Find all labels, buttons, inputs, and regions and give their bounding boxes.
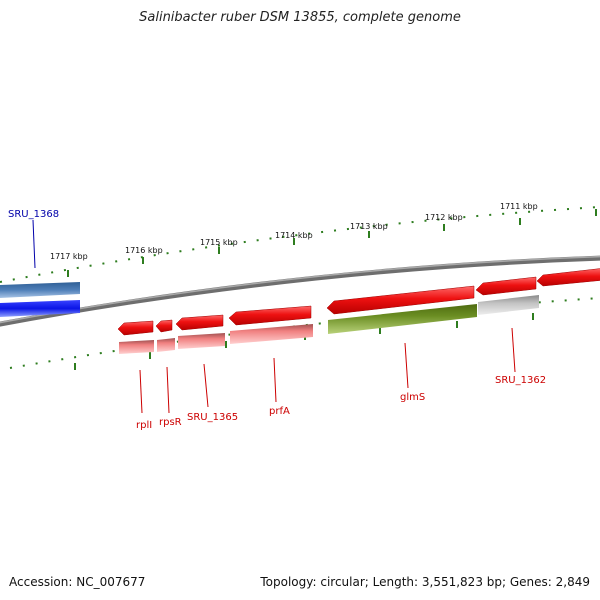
gene-label-sru-1362: SRU_1362 [495,375,546,386]
gene-sru-1362-arrow [475,276,537,296]
gene-prfA-arrow [228,305,312,326]
gene-features [119,295,539,354]
outer-tick-ring [0,206,600,283]
gene-labels: SRU_1368 rplI rpsR SRU_1365 prfA glmS SR… [8,209,546,431]
gene-label-sru-1368: SRU_1368 [8,209,59,220]
gene-glmS-arrow [326,285,475,315]
kbp-label: 1717 kbp [50,252,88,261]
gene-label-glmS: glmS [400,392,425,403]
kbp-label: 1711 kbp [500,202,538,211]
gene-rpsR-arrow [155,319,173,333]
genome-backbone [0,255,600,327]
gene-label-prfA: prfA [269,406,290,417]
gene-sru-1368-cds [0,300,80,317]
kbp-label: 1716 kbp [125,246,163,255]
label-leaders [32,219,516,414]
gene-sru-1365-arrow [175,314,224,331]
gene-arrows-red [117,268,600,336]
gene-label-rplI: rplI [136,420,152,431]
gene-next-arrow [536,268,600,287]
kbp-label: 1715 kbp [200,238,238,247]
genome-stats-text: Topology: circular; Length: 3,551,823 bp… [260,575,590,589]
map-title: Salinibacter ruber DSM 13855, complete g… [139,10,461,25]
gene-rplI-arrow [117,320,154,336]
gene-sru-1368-feature [0,282,80,298]
gene-label-sru-1365: SRU_1365 [187,412,238,423]
kbp-label: 1713 kbp [350,222,388,231]
major-ticks [67,209,597,277]
kbp-label: 1712 kbp [425,213,463,222]
kbp-label: 1714 kbp [275,231,313,240]
accession-text: Accession: NC_007677 [9,575,146,589]
kbp-labels: 1717 kbp 1716 kbp 1715 kbp 1714 kbp 1713… [50,202,538,261]
gene-label-rpsR: rpsR [159,417,182,428]
glmS-feature [328,304,477,334]
